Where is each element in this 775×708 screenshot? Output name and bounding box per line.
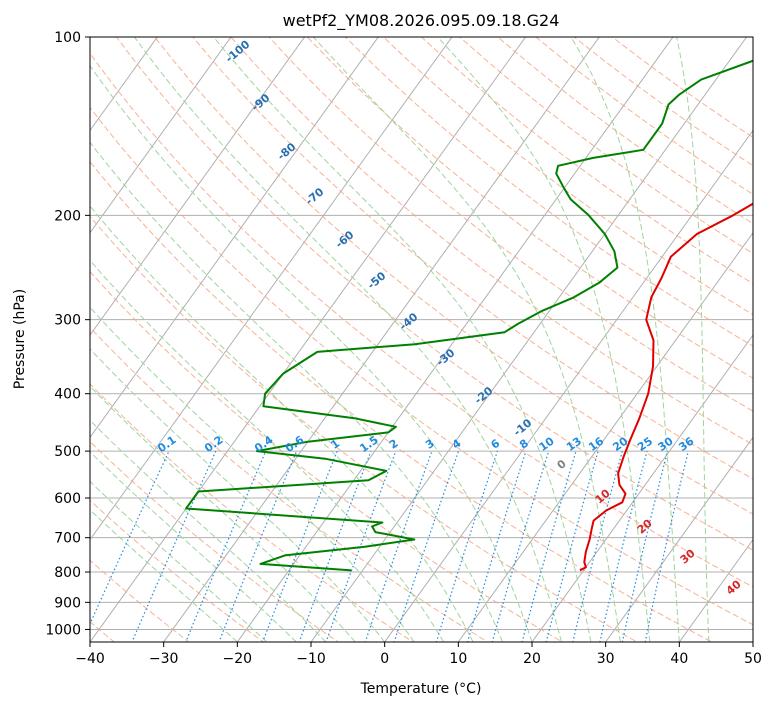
dry-adiabat-70	[115, 37, 753, 551]
mixing-ratio-line-0.6	[218, 450, 298, 642]
y-tick-label: 1000	[45, 622, 81, 638]
mixing-ratio-line-3	[364, 450, 433, 642]
dry-adiabat-0	[90, 383, 414, 642]
y-tick-label: 100	[54, 30, 81, 46]
dry-adiabat-140	[382, 37, 753, 316]
moist-adiabat-36	[437, 37, 651, 642]
isotherm--90	[90, 37, 158, 132]
moist-adiabat--8	[90, 419, 327, 642]
y-axis-title: Pressure (hPa)	[12, 289, 28, 389]
dry-adiabat-120	[306, 37, 753, 379]
mixing-ratio-line-10	[491, 450, 550, 642]
mixing-ratio-line-36	[644, 450, 689, 642]
mixing-ratio-line-0.4	[185, 450, 267, 642]
isotherm-30	[605, 436, 753, 642]
y-tick-label: 500	[54, 444, 81, 460]
dry-adiabat-20	[90, 270, 564, 642]
y-tick-label: 600	[54, 491, 81, 507]
mixing-ratio-line-20	[572, 450, 623, 642]
moist-adiabat-32	[313, 37, 621, 642]
moist-adiabat--16	[90, 480, 268, 642]
x-tick-label: −30	[149, 651, 179, 667]
isotherm--80	[90, 37, 232, 234]
moist-adiabat--4	[90, 385, 356, 642]
moist-adiabat-44	[676, 37, 710, 642]
axis-ticks: −40 −30 −20 −10 0 10 20 30 40 50 1000 900 800 700 600 5…	[45, 30, 762, 667]
x-tick-label: −10	[296, 651, 326, 667]
mixing-ratio-line-0.2	[131, 450, 217, 642]
isotherm-0	[384, 129, 753, 642]
moist-adiabat-16	[90, 141, 503, 642]
moist-adiabat-40	[570, 37, 680, 642]
y-tick-label: 400	[54, 387, 81, 403]
plot-frame	[89, 36, 754, 643]
profile-lines	[185, 59, 753, 572]
moist-adiabat-0	[90, 348, 386, 642]
isotherm-40	[678, 538, 753, 642]
background-lines	[90, 37, 753, 642]
x-tick-label: 50	[744, 651, 762, 667]
isotherm--40	[90, 37, 527, 642]
isotherm-20	[531, 334, 753, 642]
x-tick-label: −40	[75, 651, 105, 667]
isotherm--30	[163, 37, 600, 642]
dry-adiabat--10	[90, 440, 340, 642]
y-tick-label: 900	[54, 595, 81, 611]
mixing-ratio-line-25	[599, 450, 648, 642]
mixing-ratio-line-30	[621, 450, 669, 642]
moist-adiabat-12	[90, 205, 474, 642]
x-tick-label: 20	[523, 651, 541, 667]
x-tick-label: 10	[449, 651, 467, 667]
isotherm-10	[457, 231, 753, 642]
x-tick-label: 0	[380, 651, 389, 667]
temperature-line	[579, 202, 753, 572]
dry-adiabat-10	[90, 326, 489, 642]
y-tick-label: 700	[54, 531, 81, 547]
isotherm--60	[90, 37, 379, 439]
mixing-ratio-line-13	[521, 450, 577, 642]
mixing-ratio-line-4	[393, 450, 460, 642]
moist-adiabat-8	[90, 259, 445, 642]
x-tick-label: −20	[223, 651, 253, 667]
dry-adiabat-80	[153, 37, 753, 515]
dewpoint-line	[185, 59, 753, 572]
y-tick-label: 800	[54, 565, 81, 581]
x-tick-label: 40	[670, 651, 688, 667]
dry-adiabat-50	[90, 106, 753, 626]
dry-adiabat-60	[90, 52, 753, 588]
moist-adiabat--12	[90, 451, 297, 642]
dry-adiabat-30	[90, 215, 639, 642]
x-axis-title: Temperature (°C)	[360, 681, 482, 697]
chart-title: wetPf2_YM08.2026.095.09.18.G24	[283, 11, 560, 31]
dry-adiabat-150	[420, 37, 753, 285]
y-tick-label: 200	[54, 208, 81, 224]
moist-adiabat-24	[133, 37, 562, 642]
isotherm--10	[310, 37, 748, 642]
dry-adiabat-40	[90, 161, 713, 642]
dry-adiabat-100	[230, 37, 753, 446]
mixing-ratio-line-16	[545, 450, 599, 642]
isotherm--50	[90, 37, 453, 541]
y-tick-label: 300	[54, 313, 81, 329]
x-tick-label: 30	[597, 651, 615, 667]
moist-adiabat--20	[90, 509, 238, 642]
mixing-ratio-line-8	[466, 450, 527, 642]
dry-adiabat--20	[90, 499, 265, 642]
isotherm--70	[90, 37, 306, 336]
moist-adiabat-20	[90, 64, 533, 642]
isotherm--20	[236, 37, 674, 642]
